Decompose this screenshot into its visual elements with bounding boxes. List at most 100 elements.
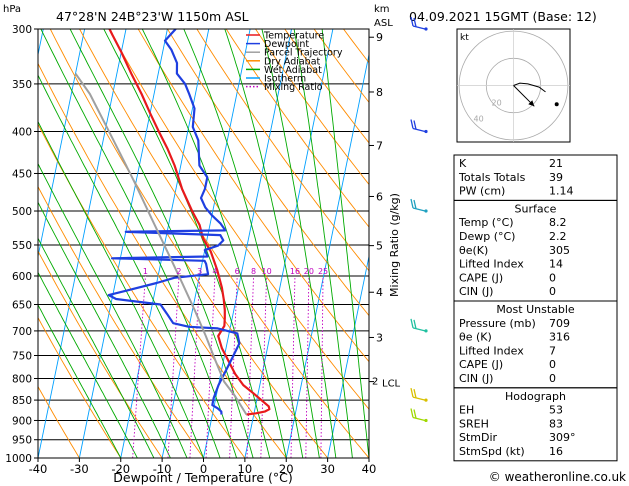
parcel-trajectory-line (74, 73, 248, 416)
wet-adiabat-line (38, 271, 138, 458)
mixing-ratio-value: 4 (212, 267, 217, 276)
wind-barb-flag (410, 16, 414, 27)
pressure-tick-label: 600 (12, 271, 32, 283)
mixing-ratio-line (229, 275, 238, 458)
temperature-tick-label: -40 (29, 462, 48, 476)
temperature-tick-label: 0 (200, 462, 207, 476)
wind-barb-flag (413, 120, 417, 130)
datetime-title: 04.09.2021 15GMT (Base: 12) (409, 9, 597, 24)
wet-adiabat-line (38, 162, 188, 458)
mixing-ratio-value: 2 (176, 267, 181, 276)
mixing-ratio-line (260, 275, 268, 458)
index-label: CIN (J) (459, 285, 493, 298)
index-label: Pressure (mb) (459, 317, 536, 330)
mixing-ratio-value: 16 (290, 267, 300, 276)
wind-barb-flag (410, 119, 414, 129)
temperature-tick-label: 20 (279, 462, 294, 476)
temperature-tick-label: -20 (111, 462, 130, 476)
dry-adiabat-line (108, 29, 369, 410)
index-label: Lifted Index (459, 344, 524, 357)
wind-barb-flag (410, 408, 414, 418)
dry-adiabat-line (225, 29, 369, 228)
wind-barb-dot (424, 418, 428, 423)
wet-adiabat-line (141, 29, 287, 458)
index-value: 21 (549, 157, 563, 170)
hodograph-ring-label: 40 (474, 115, 484, 124)
dry-adiabat-line (255, 29, 369, 186)
dry-adiabat-line (49, 29, 328, 458)
isotherm-line (78, 29, 168, 458)
mixing-ratio-value: 6 (235, 267, 240, 276)
wind-barb-staff (412, 396, 426, 401)
mixing-ratio-value: 3 (197, 267, 202, 276)
index-value: 39 (549, 171, 563, 184)
index-label: Temp (°C) (458, 216, 514, 229)
pressure-tick-label: 800 (12, 373, 32, 385)
temperature-tick-label: -10 (153, 462, 172, 476)
temperature-tick-label: -30 (70, 462, 89, 476)
wet-adiabat-line (293, 29, 353, 458)
dry-adiabat-line (38, 316, 122, 458)
index-label: StmDir (459, 431, 498, 444)
index-value: 0 (549, 271, 556, 284)
indices-section-title: Hodograph (505, 390, 566, 403)
index-label: CIN (J) (459, 372, 493, 385)
wet-adiabat-line (69, 29, 254, 458)
wet-adiabat-line (38, 237, 155, 458)
mixing-ratio-line (290, 275, 296, 458)
dry-adiabat-line (79, 29, 369, 458)
km-tick-label: 6 (376, 190, 383, 203)
index-value: 83 (549, 417, 563, 430)
index-value: 7 (549, 344, 556, 357)
mixing-ratio-value: 20 (304, 267, 314, 276)
pressure-tick-label: 400 (12, 127, 32, 139)
wind-barb-staff (412, 416, 426, 422)
dewpoint-line (107, 29, 241, 415)
legend-label: Dry Adiabat (264, 56, 321, 67)
x-axis-title: Dewpoint / Temperature (°C) (113, 470, 292, 485)
legend-label: Wet Adiabat (264, 65, 322, 76)
isotherm-line (203, 29, 292, 458)
isotherm-line (244, 29, 334, 458)
index-value: 1.14 (549, 185, 574, 198)
pressure-tick-label: 650 (12, 300, 32, 312)
mixing-ratio-line (305, 275, 310, 458)
hodograph-unit-label: kt (460, 33, 469, 43)
km-tick-label: 4 (376, 286, 383, 299)
wind-barb-flag (413, 319, 417, 329)
temperature-tick-label: 40 (362, 462, 377, 476)
isotherm-line (285, 52, 369, 458)
isotherm-line (327, 254, 369, 458)
isotherm-line (0, 29, 2, 458)
index-label: Totals Totals (458, 171, 526, 184)
km-tick-label: 7 (376, 139, 383, 152)
wet-adiabat-line (38, 201, 171, 458)
isotherm-line (38, 29, 127, 458)
mixing-ratio-line (205, 275, 216, 458)
index-label: StmSpd (kt) (459, 445, 525, 458)
index-value: 8.2 (549, 216, 567, 229)
thermo-background (0, 29, 369, 458)
storm-motion-dot (554, 102, 559, 107)
pressure-tick-label: 950 (12, 435, 32, 447)
mixing-ratio-line (167, 275, 180, 458)
legend-label: Isotherm (264, 74, 306, 85)
lcl-label: LCL (382, 379, 401, 390)
index-value: 2.2 (549, 230, 567, 243)
mixing-ratio-value: 1 (143, 267, 148, 276)
wind-barb-flag (413, 409, 417, 419)
index-value: 309° (549, 431, 576, 444)
dry-adiabat-line (167, 29, 369, 317)
dry-adiabat-line (38, 385, 80, 458)
wind-barb-flag (413, 388, 417, 399)
wet-adiabat-line (321, 29, 369, 458)
mixing-ratio-axis-title: Mixing Ratio (g/kg) (388, 193, 401, 297)
storm-motion-arrowhead (528, 100, 535, 107)
pressure-tick-label: 750 (12, 350, 32, 362)
index-value: 14 (549, 258, 563, 271)
index-value: 16 (549, 445, 563, 458)
wind-barb-dot (424, 209, 428, 213)
pressure-axis-unit: hPa (3, 4, 21, 15)
